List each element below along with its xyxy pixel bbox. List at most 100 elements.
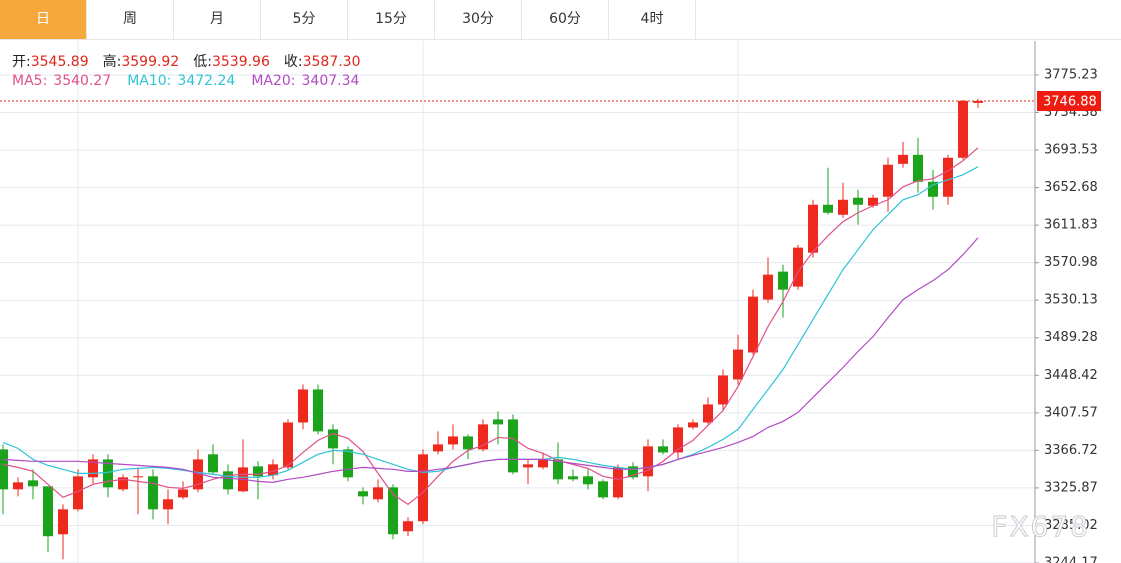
info-value: 3587.30 (302, 54, 361, 70)
period-tab[interactable]: 15分 (348, 0, 435, 39)
candle-body (778, 271, 788, 290)
candle-body (523, 464, 533, 468)
candle-body (13, 482, 23, 490)
y-tick-label: 3775.23 (1044, 67, 1098, 82)
candle-body (58, 509, 68, 535)
legend-value: 3472.24 (177, 73, 236, 89)
candle-body (688, 422, 698, 428)
candle-body (808, 204, 818, 253)
info-label: 高: (102, 54, 122, 70)
candle-body (643, 446, 653, 477)
y-tick-label: 3244.17 (1044, 556, 1098, 563)
candle-body (343, 449, 353, 478)
legend-value: 3540.27 (53, 73, 112, 89)
info-label: 低: (193, 54, 212, 70)
candle-body (958, 100, 968, 158)
chart: 3244.17 3285.02 3325.87 3366.72 3407.57 3448.… (0, 41, 1101, 563)
y-tick-label: 3570.98 (1044, 255, 1098, 270)
watermark: FX678 (991, 510, 1090, 543)
candle-body (748, 296, 758, 353)
candle-body (628, 466, 638, 478)
candle-body (403, 521, 413, 532)
period-tab[interactable]: 60分 (522, 0, 609, 39)
candle-body (613, 467, 623, 498)
candle-body (208, 454, 218, 473)
y-tick-label: 3407.57 (1044, 405, 1098, 420)
candle-body (418, 454, 428, 522)
candle-body (733, 349, 743, 380)
candle-body (568, 476, 578, 480)
candle-body (163, 499, 173, 510)
y-tick-label: 3611.83 (1044, 218, 1098, 233)
period-tabs: 日周月 5分 15分 30分 60分 4时 (0, 0, 1121, 40)
candle-body (973, 100, 983, 103)
ma-line (2, 237, 979, 483)
candle-body (943, 157, 953, 197)
candle-body (118, 477, 128, 490)
last-price-tag (1037, 90, 1101, 111)
candle-body (883, 164, 893, 197)
y-tick-label: 3366.72 (1044, 443, 1098, 458)
period-tab[interactable]: 日 (0, 0, 87, 39)
info-label: 收: (283, 54, 303, 70)
legend-name: MA20 (251, 73, 295, 89)
ohlc-info: 开:3545.89 高:3599.92 低:3539.96 收:3587.30 (12, 51, 375, 71)
candle-body (478, 424, 488, 450)
candle-body (373, 487, 383, 500)
candle-body (103, 459, 113, 488)
candle-body (493, 419, 503, 425)
candle-body (703, 404, 713, 423)
candle-body (313, 389, 323, 432)
candle-body (673, 427, 683, 453)
legend-name: MA10 (127, 73, 171, 89)
info-value: 3545.89 (30, 54, 89, 70)
candle-body (838, 199, 848, 215)
period-tab[interactable]: 周 (87, 0, 174, 39)
period-tab[interactable]: 5分 (261, 0, 348, 39)
info-value: 3539.96 (211, 54, 270, 70)
ma-legend: MA5 3540.27 MA10 3472.24 MA20 3407.34 (12, 73, 375, 89)
candle-body (388, 487, 398, 535)
candle-body (868, 197, 878, 206)
candle-body (508, 419, 518, 473)
candle-body (328, 429, 338, 449)
candle-body (358, 491, 368, 497)
y-tick-label: 3489.28 (1044, 330, 1098, 345)
candle-body (253, 466, 263, 477)
candle-body (193, 459, 203, 490)
candle-body (28, 480, 38, 487)
ma-line (2, 147, 979, 506)
candle-body (178, 489, 188, 498)
candle-body (133, 476, 143, 478)
period-tab[interactable]: 4时 (609, 0, 696, 39)
candle-body (88, 459, 98, 478)
y-tick-label: 3693.53 (1044, 143, 1098, 158)
candle-body (658, 446, 668, 453)
period-tab[interactable]: 月 (174, 0, 261, 39)
candle-body (298, 389, 308, 423)
last-price-label: 3746.88 (1043, 94, 1097, 109)
candle-body (793, 247, 803, 287)
y-tick-label: 3285.02 (1044, 518, 1098, 533)
candle-body (448, 436, 458, 445)
y-tick-label: 3652.68 (1044, 180, 1098, 195)
candle-body (823, 204, 833, 213)
ma-line (2, 166, 979, 478)
candle-body (853, 197, 863, 205)
legend-value: 3407.34 (301, 73, 360, 89)
candle-body (583, 476, 593, 485)
candle-body (538, 459, 548, 468)
candle-body (148, 476, 158, 510)
candle-body (913, 154, 923, 182)
candle-body (43, 486, 53, 537)
period-tab[interactable]: 30分 (435, 0, 522, 39)
candle-body (433, 444, 443, 452)
candle-body (268, 464, 278, 476)
candle-body (463, 436, 473, 450)
candle-body (898, 154, 908, 164)
candle-body (553, 459, 563, 480)
candle-body (0, 449, 8, 490)
info-label: 开: (12, 54, 31, 70)
y-tick-label: 3325.87 (1044, 480, 1098, 495)
